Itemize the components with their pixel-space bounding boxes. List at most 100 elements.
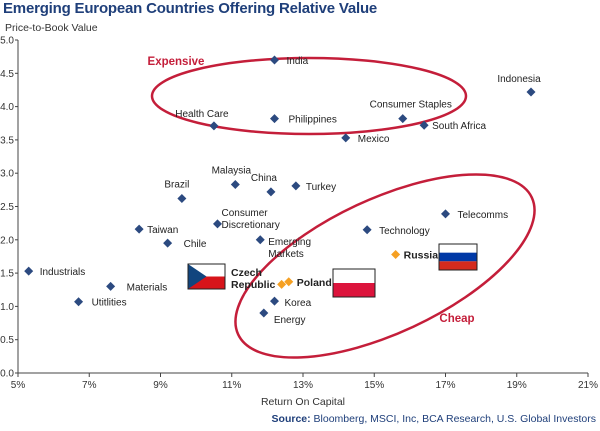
x-tick-label: 9% <box>153 380 168 391</box>
x-tick-label: 17% <box>435 380 455 391</box>
label-telecomms: Telecomms <box>458 210 509 221</box>
label-india: India <box>287 56 309 67</box>
label-industrials: Industrials <box>40 267 86 278</box>
point-energy <box>259 308 269 318</box>
point-brazil <box>177 194 187 204</box>
point-south-africa <box>419 120 429 130</box>
x-tick-label: 19% <box>507 380 527 391</box>
label-consumer-discretionary-line1: Consumer <box>222 208 269 219</box>
y-tick-label: 4.0 <box>0 102 14 113</box>
point-consumer-staples <box>398 114 408 124</box>
russia-flag-icon <box>438 243 478 271</box>
y-tick-label: 5.0 <box>0 36 14 47</box>
label-czech-republic-line2: Republic <box>231 279 275 291</box>
label-indonesia: Indonesia <box>497 74 541 85</box>
cheap-annotation: Cheap <box>439 313 474 325</box>
y-tick-label: 0.0 <box>0 369 14 380</box>
label-china: China <box>251 173 278 184</box>
point-consumer-discretionary <box>213 219 222 229</box>
ellipse-layer: Expensive Cheap <box>148 56 536 359</box>
x-axis-title: Return On Capital <box>261 396 345 408</box>
label-turkey: Turkey <box>306 182 336 193</box>
label-brazil: Brazil <box>164 180 189 191</box>
point-health-care <box>209 121 219 131</box>
cheap-ellipse <box>234 173 536 359</box>
czech-flag-blue <box>188 264 207 289</box>
point-russia <box>391 249 401 259</box>
label-materials: Materials <box>127 282 168 293</box>
label-emerging-markets-line2: Markets <box>268 249 304 260</box>
label-emerging-markets-line1: Emerging <box>268 237 311 248</box>
point-taiwan <box>134 224 144 234</box>
point-utitlities <box>74 297 84 307</box>
poland-flag-red <box>333 283 375 297</box>
label-chile: Chile <box>184 239 207 250</box>
expensive-ellipse <box>150 56 468 136</box>
x-tick-label: 21% <box>578 380 598 391</box>
source-prefix: Source: <box>271 413 311 425</box>
y-tick-label: 3.0 <box>0 169 14 180</box>
point-indonesia <box>526 87 536 97</box>
point-materials <box>106 281 116 291</box>
x-tick-label: 11% <box>222 380 241 391</box>
point-emerging-markets <box>255 235 265 245</box>
russia-flag-border <box>438 243 478 271</box>
y-tick-label: 2.5 <box>0 202 14 213</box>
point-china <box>266 187 276 197</box>
label-czech-republic-line1: Czech <box>231 267 262 279</box>
point-turkey <box>291 181 301 191</box>
russia-flag-blue <box>439 252 477 262</box>
y-tick-label: 3.5 <box>0 135 14 146</box>
point-czech-republic <box>277 279 287 289</box>
point-telecomms <box>441 209 450 219</box>
source-text: Bloomberg, MSCI, Inc, BCA Research, U.S.… <box>310 413 596 425</box>
y-tick-label: 4.5 <box>0 69 14 80</box>
point-malaysia <box>230 180 240 190</box>
label-health-care: Health Care <box>175 109 229 120</box>
axes-layer: 0.0 0.5 1.0 1.5 2.0 2.5 3.0 3.5 4.0 4.5 5.0 5% 7% 9% 1… <box>0 22 598 408</box>
expensive-annotation: Expensive <box>148 56 205 68</box>
point-chile <box>163 238 173 248</box>
source-note: Source: Bloomberg, MSCI, Inc, BCA Resear… <box>272 413 596 425</box>
label-taiwan: Taiwan <box>147 225 178 236</box>
point-philippines <box>270 114 279 124</box>
label-technology: Technology <box>379 226 430 237</box>
label-consumer-discretionary-line2: Discretionary <box>222 220 280 231</box>
point-india <box>270 55 279 65</box>
x-tick-label: 7% <box>82 380 97 391</box>
y-tick-label: 2.0 <box>0 235 14 246</box>
czech-flag-border <box>187 263 226 290</box>
point-technology <box>362 225 372 235</box>
poland-flag-white <box>333 269 375 283</box>
russia-flag-white <box>439 244 477 253</box>
point-industrials <box>24 266 34 276</box>
points-layer <box>24 55 536 318</box>
point-korea <box>270 296 279 306</box>
x-tick-label: 15% <box>364 380 384 391</box>
point-mexico <box>341 133 351 143</box>
x-tick-label: 5% <box>11 380 26 391</box>
label-consumer-staples: Consumer Staples <box>370 100 452 111</box>
y-axis-title: Price-to-Book Value <box>5 22 98 34</box>
poland-flag-border <box>332 268 376 298</box>
y-tick-label: 1.5 <box>0 269 14 280</box>
poland-flag-icon <box>332 268 376 298</box>
russia-flag-red <box>439 261 477 270</box>
y-tick-label: 0.5 <box>0 335 14 346</box>
label-russia: Russia <box>404 249 439 261</box>
label-layer: India Indonesia Health Care Philippines Cons… <box>40 56 541 326</box>
czech-flag-icon <box>187 263 226 290</box>
label-utitlities: Utitlities <box>92 298 127 309</box>
label-energy: Energy <box>274 315 306 326</box>
x-tick-label: 13% <box>293 380 313 391</box>
point-poland <box>284 277 294 287</box>
flag-layer <box>187 243 478 298</box>
label-mexico: Mexico <box>358 134 390 145</box>
label-malaysia: Malaysia <box>212 166 252 177</box>
y-tick-label: 1.0 <box>0 302 14 313</box>
label-south-africa: South Africa <box>432 121 486 132</box>
chart-title: Emerging European Countries Offering Rel… <box>3 0 378 17</box>
label-korea: Korea <box>285 298 312 309</box>
label-philippines: Philippines <box>289 115 337 126</box>
